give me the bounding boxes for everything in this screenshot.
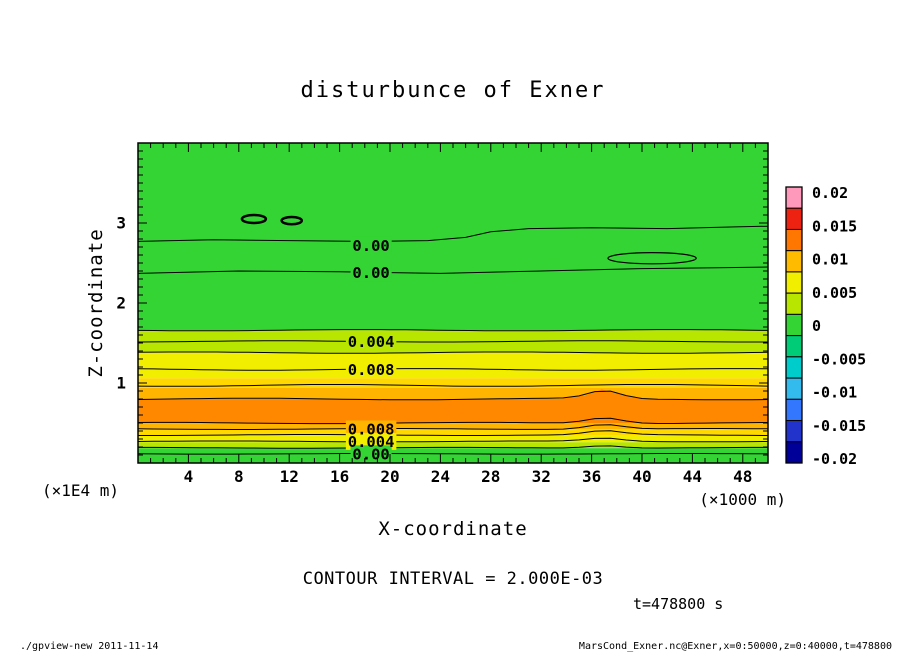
closed-contour (607, 252, 697, 265)
contour-band (138, 399, 768, 423)
contour-label: 0.004 (348, 433, 395, 451)
contour-label-bg (345, 332, 397, 350)
contour-label-bg (350, 236, 392, 254)
y-tick-label: 3 (116, 214, 126, 233)
x-tick-label: 28 (481, 467, 500, 486)
contour-label: 0.004 (348, 333, 395, 351)
colorbar-label: -0.02 (812, 450, 857, 468)
contour-label: 0.008 (348, 421, 395, 439)
x-tick-label: 4 (184, 467, 194, 486)
colorbar-segment (785, 292, 803, 315)
y-axis-unit: (×1E4 m) (42, 481, 120, 500)
contour-band (138, 330, 768, 353)
x-tick-label: 8 (234, 467, 244, 486)
contour-band (138, 442, 768, 449)
contour-band (138, 378, 768, 388)
contour-band (138, 435, 768, 443)
colorbar-label: -0.015 (812, 417, 866, 435)
contour-line (138, 430, 769, 436)
colorbar-label: 0.01 (812, 251, 848, 269)
x-axis-title: X-coordinate (378, 518, 528, 540)
colorbar-segment (785, 271, 803, 294)
contour-line (137, 424, 769, 430)
contour-line (137, 390, 769, 401)
colorbar-segment (785, 250, 803, 273)
contour-line (137, 266, 769, 274)
colorbar-segment (785, 420, 803, 443)
x-axis-unit: (×1000 m) (699, 490, 786, 509)
closed-contour (280, 215, 304, 226)
x-tick-label: 24 (431, 467, 450, 486)
x-tick-label: 36 (582, 467, 601, 486)
time-label: t=478800 s (633, 595, 724, 613)
colorbar-segment (785, 335, 803, 358)
colorbar-segment (785, 377, 803, 400)
contour-band-bump (560, 389, 649, 399)
x-tick-label: 20 (380, 467, 399, 486)
contour-label-bg (350, 264, 392, 282)
contour-line (137, 225, 769, 242)
closed-contour (240, 213, 268, 225)
x-tick-label: 48 (733, 467, 752, 486)
plot-frame (137, 142, 769, 464)
contour-line (137, 329, 769, 332)
colorbar-frame (785, 186, 803, 464)
colorbar-label: 0 (812, 317, 821, 335)
contour-line (137, 453, 769, 455)
contour-label: 0.00 (352, 237, 389, 255)
contour-label: 0.00 (352, 264, 389, 282)
colorbar-segment (785, 313, 803, 337)
contour-interval-label: CONTOUR INTERVAL = 2.000E-03 (302, 569, 604, 589)
colorbar-label: -0.01 (812, 384, 857, 402)
colorbar-segment (785, 186, 803, 209)
contour-band (138, 423, 768, 429)
colorbar-segment (785, 228, 803, 252)
footer-source-text: MarsCond_Exner.nc@Exner,x=0:50000,z=0:40… (578, 641, 892, 652)
y-axis-title: Z-coordinate (85, 228, 107, 378)
contour-band (138, 352, 768, 379)
contour-label-bg (350, 445, 392, 463)
x-tick-label: 16 (330, 467, 349, 486)
x-tick-label: 40 (632, 467, 651, 486)
contour-line (137, 417, 769, 425)
chart-title: disturbunce of Exner (300, 78, 606, 103)
x-tick-label: 12 (280, 467, 299, 486)
colorbar-segment (785, 398, 803, 422)
contour-line (137, 340, 768, 343)
contour-band (138, 429, 768, 435)
contour-line (137, 368, 769, 371)
contour-label: 0.008 (348, 361, 395, 379)
colorbar-label: 0.02 (812, 184, 848, 202)
contour-band (138, 448, 768, 463)
contour-label: 0.00 (352, 445, 389, 463)
contour-label-bg (345, 360, 397, 378)
colorbar-label: 0.005 (812, 284, 857, 302)
contour-band (138, 387, 768, 399)
x-tick-label: 32 (532, 467, 551, 486)
footer-command-text: ./gpview-new 2011-11-14 (20, 641, 159, 652)
colorbar-segment (785, 441, 803, 464)
y-tick-label: 1 (116, 374, 126, 393)
colorbar-label: -0.005 (812, 350, 866, 368)
x-tick-label: 44 (683, 467, 702, 486)
contour-line (137, 384, 769, 387)
colorbar-segment (785, 356, 803, 379)
contour-line (137, 351, 769, 354)
colorbar-segment (785, 207, 803, 230)
y-tick-label: 2 (116, 294, 126, 313)
contour-band (138, 143, 768, 331)
contour-line (138, 445, 768, 449)
contour-line (137, 437, 769, 443)
colorbar-label: 0.015 (812, 217, 857, 235)
